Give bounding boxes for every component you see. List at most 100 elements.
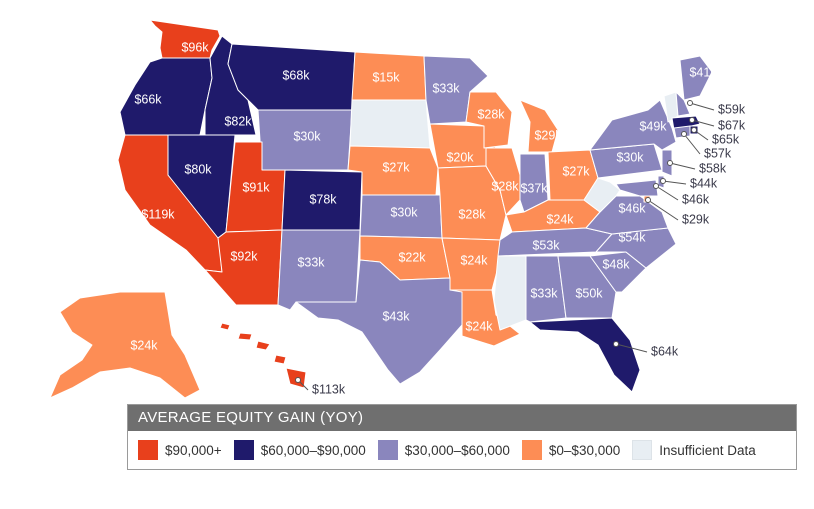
state-value-sc: $48k: [602, 257, 630, 271]
state-tx: [295, 259, 463, 385]
state-hi: [219, 322, 307, 389]
state-value-ok: $22k: [398, 250, 426, 264]
state-value-ak: $24k: [130, 338, 158, 352]
state-mi: [519, 99, 559, 153]
legend-item-30k-60k: $30,000–$60,000: [377, 440, 510, 460]
state-al: [525, 255, 567, 323]
state-la: [449, 289, 521, 347]
state-value-labels: $96k $66k $119k $82k $80k $68k $30k $91k $92k $78…: [130, 40, 745, 396]
state-value-va: $46k: [618, 201, 646, 215]
legend-swatch-30k-60k: [377, 440, 398, 460]
state-ga: [557, 255, 617, 319]
legend: AVERAGE EQUITY GAIN (YOY) $90,000+ $60,0…: [127, 404, 797, 470]
state-nh: [675, 91, 691, 117]
state-value-mn: $33k: [432, 81, 460, 95]
state-value-ar: $24k: [460, 253, 488, 267]
state-value-mt: $68k: [282, 68, 310, 82]
state-value-id: $82k: [224, 114, 252, 128]
callout-leaders: [295, 100, 715, 391]
state-value-de: $44k: [690, 176, 718, 190]
state-value-co: $78k: [309, 192, 337, 206]
state-value-mi: $29k: [534, 128, 562, 142]
state-ms: [493, 255, 527, 331]
leader-line-md: [655, 185, 679, 201]
state-value-ri: $65k: [712, 132, 740, 146]
state-shapes: [49, 19, 713, 399]
state-value-wy: $30k: [293, 129, 321, 143]
state-wi: [465, 91, 513, 149]
state-value-dc: $29k: [682, 212, 710, 226]
leader-line-nh: [689, 102, 715, 111]
state-value-mo: $28k: [458, 207, 486, 221]
state-value-ga: $50k: [575, 286, 603, 300]
legend-item-insufficient-data: Insufficient Data: [632, 440, 756, 460]
state-value-ks: $30k: [390, 205, 418, 219]
state-value-nd: $15k: [372, 70, 400, 84]
state-sd: [349, 99, 431, 149]
leader-dot-ma: [689, 117, 695, 123]
state-fl: [529, 317, 641, 393]
leader-dot-nh: [687, 100, 693, 106]
state-value-ct: $57k: [704, 146, 732, 160]
state-value-nc: $54k: [618, 230, 646, 244]
leader-line-fl: [615, 343, 648, 353]
state-value-pa: $30k: [616, 150, 644, 164]
state-ny: [589, 99, 677, 151]
state-value-tn: $53k: [532, 238, 560, 252]
legend-swatch-90k-plus: [138, 440, 158, 460]
state-value-md: $46k: [682, 192, 710, 206]
state-value-or: $66k: [134, 92, 162, 106]
legend-items: $90,000+ $60,000–$90,000 $30,000–$60,000…: [128, 431, 796, 469]
state-ak: [49, 291, 201, 399]
state-value-fl: $64k: [651, 344, 679, 358]
leader-dot-hi: [295, 377, 301, 383]
state-value-ut: $91k: [242, 180, 270, 194]
state-value-nv: $80k: [184, 162, 212, 176]
state-nm: [277, 229, 361, 311]
state-value-wi: $28k: [477, 107, 505, 121]
legend-swatch-0-30k: [521, 440, 542, 460]
state-value-ky: $24k: [546, 212, 574, 226]
leader-dot-fl: [613, 341, 619, 347]
leader-line-de: [662, 180, 687, 185]
state-md: [615, 179, 659, 197]
legend-item-0-30k: $0–$30,000: [521, 440, 621, 460]
leader-dot-ct: [681, 131, 687, 137]
state-value-la: $24k: [465, 319, 493, 333]
state-value-ma: $67k: [718, 118, 746, 132]
leader-line-ma: [691, 119, 715, 127]
legend-swatch-60k-90k: [233, 440, 254, 460]
state-value-me: $41k: [689, 65, 717, 79]
state-value-oh: $27k: [562, 164, 590, 178]
state-value-ny: $49k: [639, 119, 667, 133]
leader-dot-dc: [645, 197, 651, 203]
leader-dot-nj: [667, 160, 673, 166]
legend-swatch-insufficient-data: [632, 440, 653, 460]
state-value-tx: $43k: [382, 309, 410, 323]
legend-label-insufficient-data: Insufficient Data: [659, 442, 756, 458]
legend-item-90k-plus: $90,000+: [138, 440, 222, 460]
state-il: [485, 147, 521, 216]
state-value-il: $28k: [491, 179, 519, 193]
state-value-az: $92k: [230, 249, 258, 263]
legend-item-60k-90k: $60,000–$90,000: [233, 440, 366, 460]
leader-line-ct: [683, 133, 701, 155]
state-value-ia: $20k: [446, 150, 474, 164]
legend-label-90k-plus: $90,000+: [165, 442, 222, 458]
leader-line-nj: [669, 162, 696, 170]
state-value-ne: $27k: [382, 160, 410, 174]
state-value-ca: $119k: [141, 207, 175, 221]
state-value-in: $37k: [520, 181, 548, 195]
state-value-wa: $96k: [181, 40, 209, 54]
leader-dot-md: [653, 183, 659, 189]
state-value-hi: $113k: [312, 382, 346, 396]
state-value-nj: $58k: [699, 161, 727, 175]
state-me: [679, 55, 713, 101]
state-value-nm: $33k: [297, 255, 325, 269]
leader-dot-de: [660, 178, 666, 184]
legend-label-0-30k: $0–$30,000: [548, 442, 621, 458]
legend-label-60k-90k: $60,000–$90,000: [260, 442, 366, 458]
leader-dot-ri: [691, 127, 697, 133]
legend-label-30k-60k: $30,000–$60,000: [404, 442, 510, 458]
